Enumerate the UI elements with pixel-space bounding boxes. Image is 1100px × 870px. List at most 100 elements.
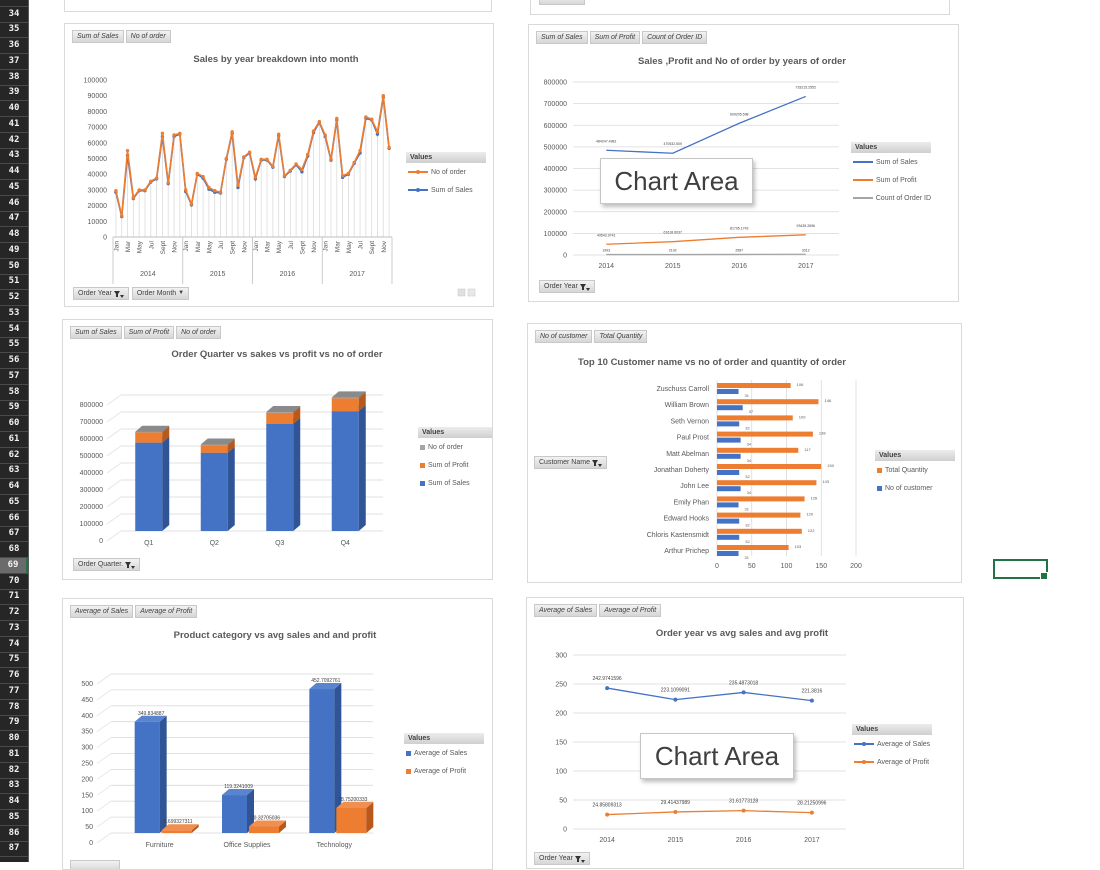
row-header[interactable]: 51: [0, 274, 28, 290]
data-point[interactable]: [312, 129, 315, 132]
data-point[interactable]: [329, 158, 332, 161]
legend-item[interactable]: Sum of Sales: [406, 181, 486, 199]
row-header[interactable]: 41: [0, 117, 28, 133]
data-point[interactable]: [673, 810, 677, 814]
stacked-bar-segment[interactable]: [266, 418, 300, 531]
bar[interactable]: [717, 464, 821, 469]
row-header[interactable]: 76: [0, 668, 28, 684]
data-point[interactable]: [318, 120, 321, 123]
legend-item[interactable]: Sum of Sales: [851, 153, 931, 171]
series-line[interactable]: [607, 688, 812, 701]
data-point[interactable]: [230, 130, 233, 133]
bar[interactable]: [717, 383, 791, 388]
row-header[interactable]: 60: [0, 416, 28, 432]
row-header[interactable]: 83: [0, 778, 28, 794]
data-point[interactable]: [323, 133, 326, 136]
data-point[interactable]: [347, 172, 350, 175]
row-header[interactable]: 81: [0, 747, 28, 763]
data-point[interactable]: [277, 132, 280, 135]
series-line[interactable]: [606, 96, 806, 153]
data-point[interactable]: [335, 117, 338, 120]
legend-item[interactable]: Average of Sales: [852, 735, 932, 753]
data-point[interactable]: [382, 94, 385, 97]
data-point[interactable]: [265, 158, 268, 161]
data-point[interactable]: [184, 188, 187, 191]
row-header[interactable]: 79: [0, 715, 28, 731]
data-point[interactable]: [201, 175, 204, 178]
bar[interactable]: [717, 551, 739, 556]
bar[interactable]: [162, 824, 199, 833]
data-point[interactable]: [260, 158, 263, 161]
bar[interactable]: [717, 454, 741, 459]
row-header[interactable]: 69: [0, 558, 28, 574]
bar[interactable]: [717, 529, 802, 534]
data-point[interactable]: [254, 176, 257, 179]
data-point[interactable]: [143, 188, 146, 191]
row-header[interactable]: 59: [0, 400, 28, 416]
legend-item[interactable]: Count of Order ID: [851, 189, 931, 207]
row-header[interactable]: 43: [0, 148, 28, 164]
stacked-bar-segment[interactable]: [332, 405, 366, 531]
row-header[interactable]: 39: [0, 85, 28, 101]
data-point[interactable]: [742, 690, 746, 694]
axis-field-button[interactable]: Customer Name: [534, 456, 607, 469]
legend-item[interactable]: No of customer: [875, 479, 955, 497]
axis-field-button[interactable]: Order Quarter.: [73, 558, 140, 571]
legend-item[interactable]: No of order: [418, 438, 493, 456]
bar[interactable]: [717, 502, 739, 507]
row-header[interactable]: 72: [0, 605, 28, 621]
data-point[interactable]: [605, 686, 609, 690]
data-point[interactable]: [242, 155, 245, 158]
data-point[interactable]: [271, 165, 274, 168]
row-headers[interactable]: 3334353637383940414243444546474849505152…: [0, 0, 29, 862]
row-header[interactable]: 48: [0, 227, 28, 243]
data-point[interactable]: [196, 172, 199, 175]
data-point[interactable]: [149, 180, 152, 183]
data-point[interactable]: [300, 168, 303, 171]
stacked-bar-segment[interactable]: [201, 447, 235, 531]
row-header[interactable]: 38: [0, 70, 28, 86]
data-point[interactable]: [810, 811, 814, 815]
data-point[interactable]: [364, 115, 367, 118]
bar[interactable]: [135, 716, 167, 833]
data-point[interactable]: [219, 191, 222, 194]
legend-item[interactable]: No of order: [406, 163, 486, 181]
row-header[interactable]: 56: [0, 353, 28, 369]
row-header[interactable]: 84: [0, 794, 28, 810]
row-header[interactable]: 82: [0, 763, 28, 779]
row-header[interactable]: 57: [0, 369, 28, 385]
bar[interactable]: [717, 448, 798, 453]
bar[interactable]: [717, 545, 789, 550]
row-header[interactable]: 53: [0, 306, 28, 322]
data-point[interactable]: [114, 189, 117, 192]
bar[interactable]: [717, 496, 805, 501]
data-point[interactable]: [225, 157, 228, 160]
data-point[interactable]: [358, 149, 361, 152]
data-point[interactable]: [289, 169, 292, 172]
bar[interactable]: [717, 470, 739, 475]
data-point[interactable]: [673, 698, 677, 702]
data-point[interactable]: [353, 161, 356, 164]
row-header[interactable]: 75: [0, 652, 28, 668]
row-header[interactable]: 58: [0, 385, 28, 401]
row-header[interactable]: 55: [0, 337, 28, 353]
data-point[interactable]: [167, 181, 170, 184]
data-point[interactable]: [137, 188, 140, 191]
legend-item[interactable]: Sum of Sales: [418, 474, 493, 492]
row-header[interactable]: 42: [0, 133, 28, 149]
data-point[interactable]: [120, 214, 123, 217]
series-line[interactable]: [607, 811, 812, 815]
legend-item[interactable]: Total Quantity: [875, 461, 955, 479]
bar[interactable]: [249, 821, 286, 833]
data-point[interactable]: [306, 153, 309, 156]
row-header[interactable]: 49: [0, 243, 28, 259]
data-point[interactable]: [126, 149, 129, 152]
row-header[interactable]: 71: [0, 589, 28, 605]
collapse-field-button[interactable]: [468, 289, 475, 296]
data-point[interactable]: [172, 133, 175, 136]
data-point[interactable]: [742, 809, 746, 813]
row-header[interactable]: 52: [0, 290, 28, 306]
bar[interactable]: [717, 421, 739, 426]
